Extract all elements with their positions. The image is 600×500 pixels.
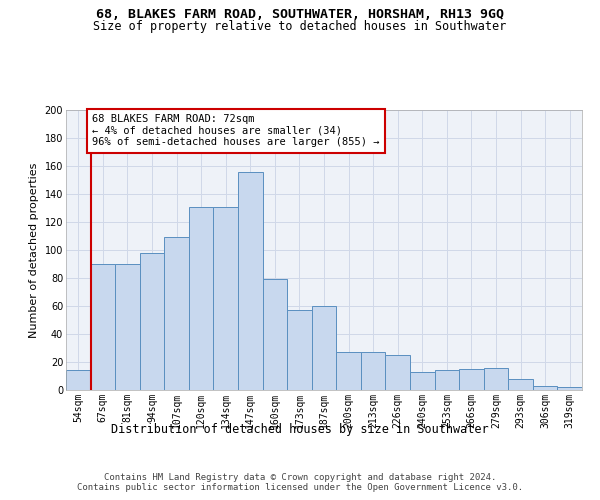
Bar — [557, 387, 582, 390]
Bar — [508, 379, 533, 390]
Bar — [164, 238, 189, 390]
Bar — [312, 306, 336, 390]
Text: 68, BLAKES FARM ROAD, SOUTHWATER, HORSHAM, RH13 9GQ: 68, BLAKES FARM ROAD, SOUTHWATER, HORSHA… — [96, 8, 504, 20]
Bar — [459, 369, 484, 390]
Bar — [533, 386, 557, 390]
Text: Size of property relative to detached houses in Southwater: Size of property relative to detached ho… — [94, 20, 506, 33]
Text: 68 BLAKES FARM ROAD: 72sqm
← 4% of detached houses are smaller (34)
96% of semi-: 68 BLAKES FARM ROAD: 72sqm ← 4% of detac… — [92, 114, 379, 148]
Bar — [484, 368, 508, 390]
Bar — [263, 280, 287, 390]
Text: Distribution of detached houses by size in Southwater: Distribution of detached houses by size … — [111, 422, 489, 436]
Bar — [66, 370, 91, 390]
Bar — [140, 253, 164, 390]
Bar — [336, 352, 361, 390]
Bar — [91, 264, 115, 390]
Bar — [238, 172, 263, 390]
Bar — [385, 355, 410, 390]
Text: Contains HM Land Registry data © Crown copyright and database right 2024.
Contai: Contains HM Land Registry data © Crown c… — [77, 473, 523, 492]
Bar — [287, 310, 312, 390]
Bar — [410, 372, 434, 390]
Bar — [189, 206, 214, 390]
Bar — [434, 370, 459, 390]
Y-axis label: Number of detached properties: Number of detached properties — [29, 162, 39, 338]
Bar — [361, 352, 385, 390]
Bar — [214, 206, 238, 390]
Bar — [115, 264, 140, 390]
